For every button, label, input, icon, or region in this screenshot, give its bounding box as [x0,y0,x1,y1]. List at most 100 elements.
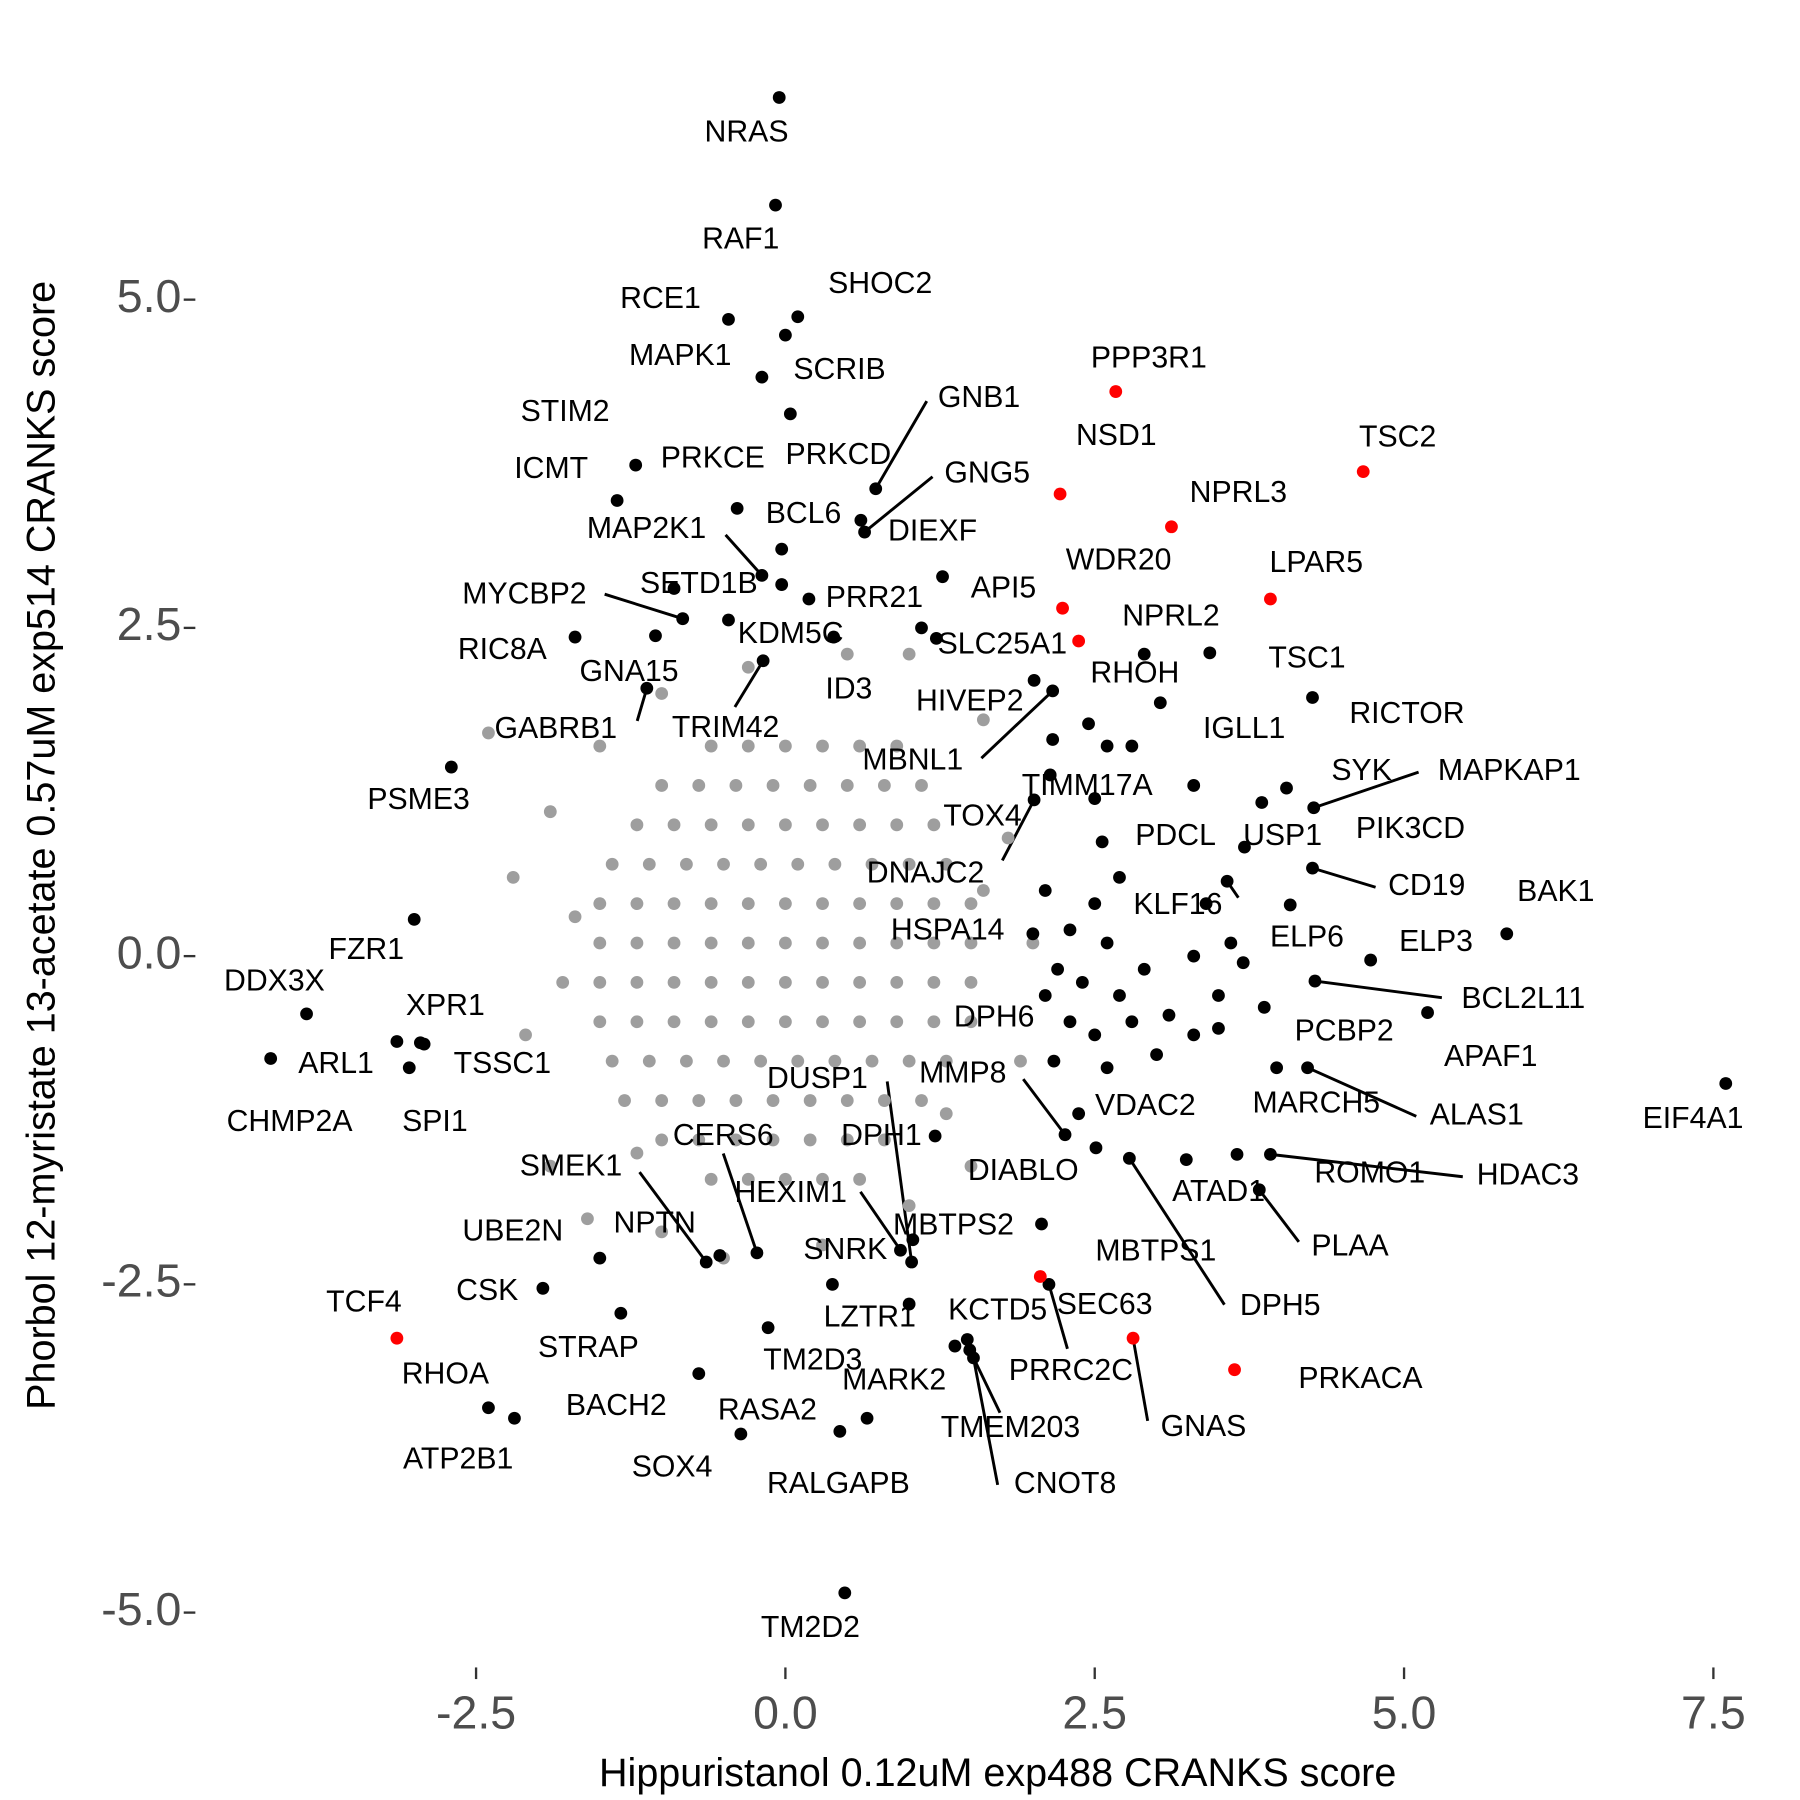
point-label: PIK3CD [1356,812,1465,845]
point [667,1015,681,1029]
point-label: SOX4 [632,1451,713,1484]
point [1026,927,1040,941]
point [877,779,891,792]
point [1364,953,1378,967]
x-tick-label: 5.0 [1372,1687,1437,1739]
point-label: BAK1 [1517,875,1594,908]
leader-line [972,1357,1000,1486]
point-label: SMEK1 [520,1149,622,1182]
leader-line [724,533,763,577]
point-label: BACH2 [566,1389,667,1422]
point [791,1054,805,1068]
point [1252,1183,1266,1197]
point [593,739,607,753]
point-label: CNOT8 [1014,1467,1116,1500]
point [667,818,681,832]
point-label: NRAS [705,116,789,149]
point [816,739,829,753]
point [482,1401,495,1415]
point [976,713,990,727]
point [630,936,644,950]
point-label: MBTPS1 [1095,1234,1216,1267]
point [865,857,879,871]
point [1270,1061,1284,1075]
y-tick-label: 5.0 [117,270,182,322]
leader-line [1128,1157,1226,1306]
point-label: RHOH [1090,656,1179,689]
point [713,1249,727,1262]
point [1255,796,1269,809]
point [629,458,643,472]
point-label: PSME3 [367,783,469,816]
point [853,936,867,950]
point [692,1367,706,1381]
point [1199,897,1213,911]
point-label: IGLL1 [1203,712,1285,745]
point [860,1411,874,1425]
point [902,1199,916,1212]
point-label: MMP8 [919,1056,1006,1089]
point [1027,674,1041,687]
leader-line [980,689,1054,760]
point [704,975,718,989]
leader-line [638,1171,708,1263]
point [1308,974,1322,988]
point [1089,1141,1103,1155]
point [1038,989,1052,1002]
point [1113,870,1126,884]
point [1238,840,1251,854]
point [605,857,619,871]
point [593,897,607,911]
point-label: RIC8A [458,633,548,666]
point [890,739,904,753]
point [543,1159,557,1173]
point [605,1054,619,1068]
point [1072,1107,1086,1121]
point [779,328,792,342]
leaders [604,400,1463,1486]
point [1113,989,1126,1002]
point [630,975,644,989]
point-label: KDM5C [738,617,844,650]
point [927,818,941,832]
point [791,310,805,324]
point [741,1172,755,1186]
point [649,629,662,643]
point-label: MBTPS2 [893,1209,1014,1242]
point [840,1094,854,1107]
point [1046,733,1060,746]
point-label: LZTR1 [824,1301,916,1334]
point-label: TIMM17A [1022,769,1154,802]
point [655,779,669,792]
point-label: EIF4A1 [1643,1102,1744,1135]
x-tick-label: 0.0 [753,1687,818,1739]
point [803,1094,817,1107]
point-label: STIM2 [521,395,610,428]
point [1150,1048,1163,1061]
point [667,936,681,950]
point [655,687,669,700]
point [755,370,769,384]
point [536,1281,550,1295]
point [939,1107,953,1121]
point-label: KCTD5 [948,1294,1047,1327]
point [667,897,681,911]
point [964,1015,978,1029]
point [902,857,916,871]
point [816,897,829,911]
point-label: TCF4 [326,1285,402,1318]
point [927,1015,941,1029]
point-label: TSSC1 [454,1047,551,1080]
point-label: ELP3 [1399,925,1473,958]
point [630,818,644,832]
point [1212,989,1225,1002]
point [915,779,928,792]
point [1027,793,1041,807]
point [734,1427,748,1441]
point-label: PLAA [1311,1230,1389,1263]
point [853,739,867,753]
point [1719,1077,1733,1090]
point-label: DIABLO [968,1154,1079,1187]
point [791,857,805,871]
point [877,1094,891,1107]
